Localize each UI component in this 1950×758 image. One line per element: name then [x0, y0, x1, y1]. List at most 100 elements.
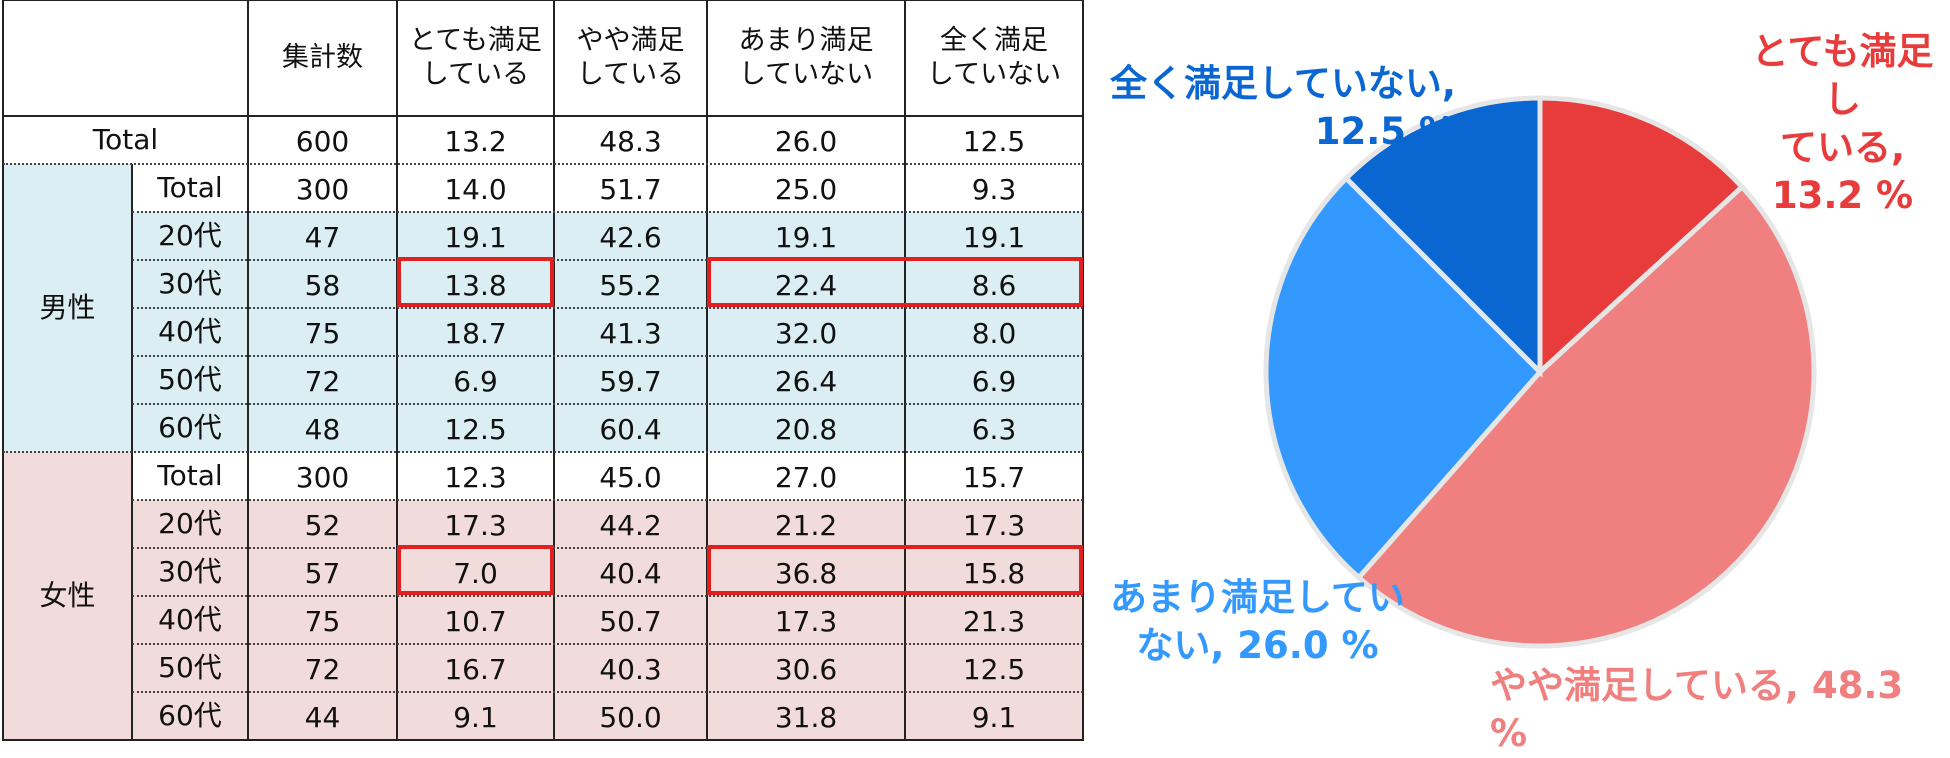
table-cell: 59.7	[599, 365, 662, 398]
table-cell: 9.3	[971, 173, 1017, 206]
satisfaction-pie-chart	[1263, 95, 1817, 649]
table-row-divider	[3, 451, 1083, 453]
table-cell: 16.7	[444, 653, 507, 686]
table-cell: 36.8	[774, 557, 838, 590]
column-header: やや満足 している	[576, 25, 685, 90]
column-header: とても満足 している	[409, 25, 542, 90]
table-cell: 17.3	[774, 605, 838, 638]
table-cell: 8.6	[971, 269, 1017, 302]
table-cell: 60.4	[599, 413, 662, 446]
table-row-divider	[3, 163, 1083, 165]
table-cell: 72	[304, 653, 341, 686]
table-row-divider	[132, 259, 1083, 261]
pie-slice-2	[1263, 174, 1544, 582]
table-cell: 19.1	[962, 221, 1026, 254]
table-cell: 52	[304, 509, 341, 542]
table-cell: 50.7	[599, 605, 662, 638]
table-cell: 13.8	[444, 269, 507, 302]
highlight-box-male-30s-dissatisfied	[707, 257, 1083, 307]
pie-label-not-very-satisfied: あまり満足してい ない, 26.0 %	[1110, 576, 1405, 668]
table-cell: 57	[304, 557, 341, 590]
table-cell: 27.0	[774, 461, 838, 494]
table-cell: 48.3	[599, 125, 662, 158]
pie-slice-3	[1342, 95, 1543, 379]
table-cell: 6.9	[453, 365, 498, 398]
row-label: 60代	[158, 699, 222, 732]
table-vline	[2, 0, 4, 740]
highlight-box-male-30s-very	[397, 257, 554, 307]
table-cell: 48	[304, 413, 341, 446]
table-cell: 9.1	[453, 701, 498, 734]
satisfaction-table: 集計数 とても満足 している やや満足 している あまり満足 していない 全く満足 して…	[2, 0, 1084, 741]
row-label: 60代	[158, 411, 222, 444]
table-cell: 25.0	[774, 173, 838, 206]
table-row-divider	[132, 355, 1083, 357]
column-header: 全く満足 していない	[926, 25, 1062, 90]
highlight-box-female-30s-dissatisfied	[707, 545, 1083, 595]
table-cell: 13.2	[444, 125, 507, 158]
row-label: 30代	[158, 267, 222, 300]
table-hline	[2, 739, 1084, 741]
table-vline	[1082, 0, 1084, 740]
pie-slice-0	[1537, 95, 1746, 378]
highlight-box-female-30s-very	[397, 545, 554, 595]
pie-label-very-satisfied: とても満足し ている, 13.2 %	[1751, 30, 1934, 218]
table-cell: 9.1	[971, 701, 1017, 734]
table-row-divider	[132, 403, 1083, 405]
table-cell: 21.3	[962, 605, 1026, 638]
table-cell: 55.2	[599, 269, 662, 302]
table-vline	[904, 0, 906, 740]
segment-male: 男性	[39, 291, 96, 324]
table-cell: 26.0	[774, 125, 838, 158]
table-row-divider	[132, 643, 1083, 645]
table-cell: 15.8	[962, 557, 1026, 590]
table-cell: 15.7	[962, 461, 1026, 494]
table-cell: 30.6	[774, 653, 838, 686]
pie-label-not-at-all-satisfied: 全く満足していない, 12.5 %	[1110, 62, 1456, 154]
table-cell: 40.3	[599, 653, 662, 686]
table-cell: 18.7	[444, 317, 507, 350]
table-cell: 8.0	[971, 317, 1017, 350]
table-cell: 42.6	[599, 221, 662, 254]
table-cell: 600	[295, 125, 350, 158]
row-label: 20代	[158, 507, 222, 540]
table-cell: 75	[304, 317, 341, 350]
table-hline	[2, 0, 1084, 1]
table-row-divider	[132, 547, 1083, 549]
table-cell: 7.0	[453, 557, 498, 590]
column-header: あまり満足 していない	[738, 25, 874, 90]
table-row-divider	[132, 595, 1083, 597]
row-label: 50代	[158, 363, 222, 396]
table-cell: 20.8	[774, 413, 838, 446]
table-cell: 44.2	[599, 509, 662, 542]
table-cell: 40.4	[599, 557, 662, 590]
row-label: Total	[157, 459, 223, 492]
segment-female: 女性	[39, 579, 96, 612]
pie-label-somewhat-satisfied: やや満足している, 48.3 %	[1490, 664, 1904, 756]
table-vline	[553, 0, 555, 740]
table-cell: 45.0	[599, 461, 662, 494]
table-cell: 44	[304, 701, 341, 734]
table-hline	[2, 115, 1084, 117]
table-cell: 26.4	[774, 365, 838, 398]
table-row-divider	[132, 499, 1083, 501]
row-label: 40代	[158, 603, 222, 636]
table-cell: 22.4	[774, 269, 838, 302]
table-cell: 50.0	[599, 701, 662, 734]
table-cell: 300	[295, 461, 350, 494]
row-label: Total	[92, 123, 159, 156]
table-cell: 32.0	[774, 317, 838, 350]
table-cell: 75	[304, 605, 341, 638]
table-cell: 12.3	[444, 461, 507, 494]
table-cell: 17.3	[444, 509, 507, 542]
table-cell: 14.0	[444, 173, 507, 206]
row-label: 20代	[158, 219, 222, 252]
female-total-row-bg	[132, 452, 1083, 500]
table-vline	[706, 0, 708, 740]
table-cell: 21.2	[774, 509, 838, 542]
table-cell: 31.8	[774, 701, 838, 734]
table-cell: 72	[304, 365, 341, 398]
row-label: 30代	[158, 555, 222, 588]
table-cell: 19.1	[444, 221, 507, 254]
table-cell: 12.5	[444, 413, 507, 446]
